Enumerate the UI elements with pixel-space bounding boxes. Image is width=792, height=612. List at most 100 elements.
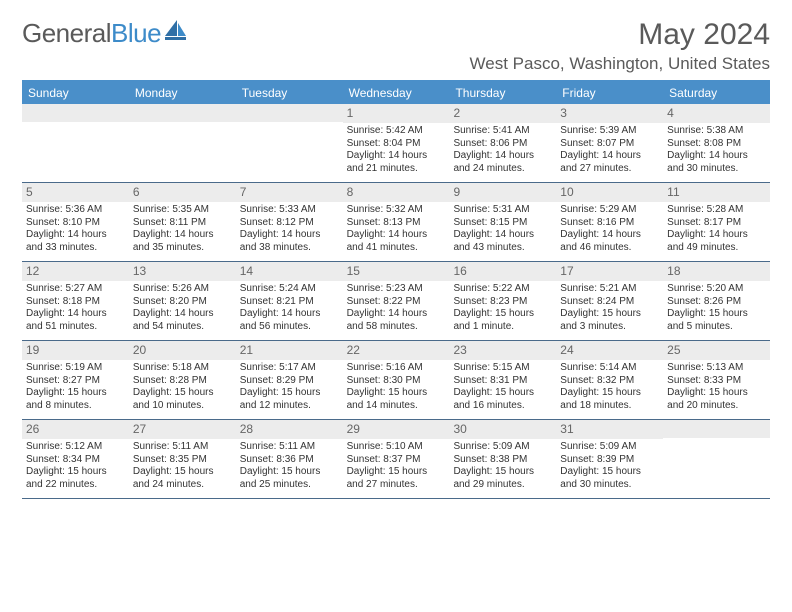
day-number: 24 — [556, 341, 663, 360]
day-number: 31 — [556, 420, 663, 439]
sunset-text: Sunset: 8:33 PM — [667, 375, 766, 388]
sunrise-text: Sunrise: 5:19 AM — [26, 362, 125, 375]
sunrise-text: Sunrise: 5:23 AM — [347, 283, 446, 296]
daylight-text: Daylight: 15 hours and 25 minutes. — [240, 466, 339, 491]
day-number: 18 — [663, 262, 770, 281]
sunrise-text: Sunrise: 5:38 AM — [667, 125, 766, 138]
sunset-text: Sunset: 8:17 PM — [667, 217, 766, 230]
daylight-text: Daylight: 14 hours and 54 minutes. — [133, 308, 232, 333]
day-header: Friday — [556, 82, 663, 104]
sunrise-text: Sunrise: 5:24 AM — [240, 283, 339, 296]
header: GeneralBlue May 2024 West Pasco, Washing… — [22, 18, 770, 74]
sunset-text: Sunset: 8:28 PM — [133, 375, 232, 388]
day-number: 15 — [343, 262, 450, 281]
sunset-text: Sunset: 8:22 PM — [347, 296, 446, 309]
day-number: 11 — [663, 183, 770, 202]
daylight-text: Daylight: 15 hours and 24 minutes. — [133, 466, 232, 491]
sunrise-text: Sunrise: 5:22 AM — [453, 283, 552, 296]
day-number: 4 — [663, 104, 770, 123]
sunset-text: Sunset: 8:34 PM — [26, 454, 125, 467]
daylight-text: Daylight: 15 hours and 3 minutes. — [560, 308, 659, 333]
daylight-text: Daylight: 15 hours and 30 minutes. — [560, 466, 659, 491]
sunset-text: Sunset: 8:07 PM — [560, 138, 659, 151]
day-number — [129, 104, 236, 122]
daylight-text: Daylight: 15 hours and 8 minutes. — [26, 387, 125, 412]
day-cell: 27Sunrise: 5:11 AMSunset: 8:35 PMDayligh… — [129, 420, 236, 498]
day-number: 2 — [449, 104, 556, 123]
day-cell: 17Sunrise: 5:21 AMSunset: 8:24 PMDayligh… — [556, 262, 663, 340]
day-number: 5 — [22, 183, 129, 202]
day-header: Tuesday — [236, 82, 343, 104]
sunrise-text: Sunrise: 5:13 AM — [667, 362, 766, 375]
sunset-text: Sunset: 8:20 PM — [133, 296, 232, 309]
day-cell: 6Sunrise: 5:35 AMSunset: 8:11 PMDaylight… — [129, 183, 236, 261]
week-row: 12Sunrise: 5:27 AMSunset: 8:18 PMDayligh… — [22, 262, 770, 341]
day-number: 17 — [556, 262, 663, 281]
daylight-text: Daylight: 14 hours and 24 minutes. — [453, 150, 552, 175]
day-cell — [22, 104, 129, 182]
day-number: 26 — [22, 420, 129, 439]
sunrise-text: Sunrise: 5:11 AM — [133, 441, 232, 454]
daylight-text: Daylight: 14 hours and 35 minutes. — [133, 229, 232, 254]
week-row: 19Sunrise: 5:19 AMSunset: 8:27 PMDayligh… — [22, 341, 770, 420]
sunset-text: Sunset: 8:31 PM — [453, 375, 552, 388]
day-number — [236, 104, 343, 122]
day-number: 29 — [343, 420, 450, 439]
day-cell — [236, 104, 343, 182]
sunrise-text: Sunrise: 5:28 AM — [667, 204, 766, 217]
daylight-text: Daylight: 14 hours and 41 minutes. — [347, 229, 446, 254]
day-cell — [663, 420, 770, 498]
week-row: 1Sunrise: 5:42 AMSunset: 8:04 PMDaylight… — [22, 104, 770, 183]
day-cell: 31 Sunrise: 5:09 AMSunset: 8:39 PMDayligh… — [556, 420, 663, 498]
day-cell: 14 Sunrise: 5:24 AMSunset: 8:21 PMDayligh… — [236, 262, 343, 340]
day-number: 30 — [449, 420, 556, 439]
day-cell: 18Sunrise: 5:20 AMSunset: 8:26 PMDayligh… — [663, 262, 770, 340]
day-header: Wednesday — [343, 82, 450, 104]
sunset-text: Sunset: 8:29 PM — [240, 375, 339, 388]
sunrise-text: Sunrise: 5:18 AM — [133, 362, 232, 375]
sunset-text: Sunset: 8:39 PM — [560, 454, 659, 467]
day-number: 8 — [343, 183, 450, 202]
sunrise-text: Sunrise: 5:16 AM — [347, 362, 446, 375]
sunrise-text: Sunrise: 5:20 AM — [667, 283, 766, 296]
day-cell: 29Sunrise: 5:10 AMSunset: 8:37 PMDayligh… — [343, 420, 450, 498]
daylight-text: Daylight: 15 hours and 1 minute. — [453, 308, 552, 333]
sunrise-text: Sunrise: 5:09 AM — [560, 441, 659, 454]
sunset-text: Sunset: 8:38 PM — [453, 454, 552, 467]
day-cell: 19Sunrise: 5:19 AMSunset: 8:27 PMDayligh… — [22, 341, 129, 419]
sunset-text: Sunset: 8:11 PM — [133, 217, 232, 230]
day-number: 14 — [236, 262, 343, 281]
daylight-text: Daylight: 14 hours and 30 minutes. — [667, 150, 766, 175]
sunrise-text: Sunrise: 5:42 AM — [347, 125, 446, 138]
day-cell: 5Sunrise: 5:36 AMSunset: 8:10 PMDaylight… — [22, 183, 129, 261]
day-cell: 25Sunrise: 5:13 AMSunset: 8:33 PMDayligh… — [663, 341, 770, 419]
day-number: 20 — [129, 341, 236, 360]
logo-blue: Blue — [111, 18, 161, 48]
day-cell: 26Sunrise: 5:12 AMSunset: 8:34 PMDayligh… — [22, 420, 129, 498]
day-cell: 30 Sunrise: 5:09 AMSunset: 8:38 PMDayligh… — [449, 420, 556, 498]
day-number: 21 — [236, 341, 343, 360]
day-number: 27 — [129, 420, 236, 439]
daylight-text: Daylight: 14 hours and 51 minutes. — [26, 308, 125, 333]
day-cell: 24Sunrise: 5:14 AMSunset: 8:32 PMDayligh… — [556, 341, 663, 419]
sunset-text: Sunset: 8:37 PM — [347, 454, 446, 467]
sunrise-text: Sunrise: 5:35 AM — [133, 204, 232, 217]
sunrise-text: Sunrise: 5:27 AM — [26, 283, 125, 296]
daylight-text: Daylight: 15 hours and 18 minutes. — [560, 387, 659, 412]
daylight-text: Daylight: 14 hours and 56 minutes. — [240, 308, 339, 333]
daylight-text: Daylight: 14 hours and 49 minutes. — [667, 229, 766, 254]
daylight-text: Daylight: 15 hours and 29 minutes. — [453, 466, 552, 491]
day-number: 7 — [236, 183, 343, 202]
day-cell: 1Sunrise: 5:42 AMSunset: 8:04 PMDaylight… — [343, 104, 450, 182]
day-cell: 11 Sunrise: 5:28 AMSunset: 8:17 PMDayligh… — [663, 183, 770, 261]
day-number: 1 — [343, 104, 450, 123]
sunset-text: Sunset: 8:10 PM — [26, 217, 125, 230]
sunset-text: Sunset: 8:21 PM — [240, 296, 339, 309]
sunrise-text: Sunrise: 5:17 AM — [240, 362, 339, 375]
sunrise-text: Sunrise: 5:09 AM — [453, 441, 552, 454]
day-cell: 8Sunrise: 5:32 AMSunset: 8:13 PMDaylight… — [343, 183, 450, 261]
day-cell: 13Sunrise: 5:26 AMSunset: 8:20 PMDayligh… — [129, 262, 236, 340]
sunrise-text: Sunrise: 5:21 AM — [560, 283, 659, 296]
sunrise-text: Sunrise: 5:31 AM — [453, 204, 552, 217]
day-cell: 10Sunrise: 5:29 AMSunset: 8:16 PMDayligh… — [556, 183, 663, 261]
